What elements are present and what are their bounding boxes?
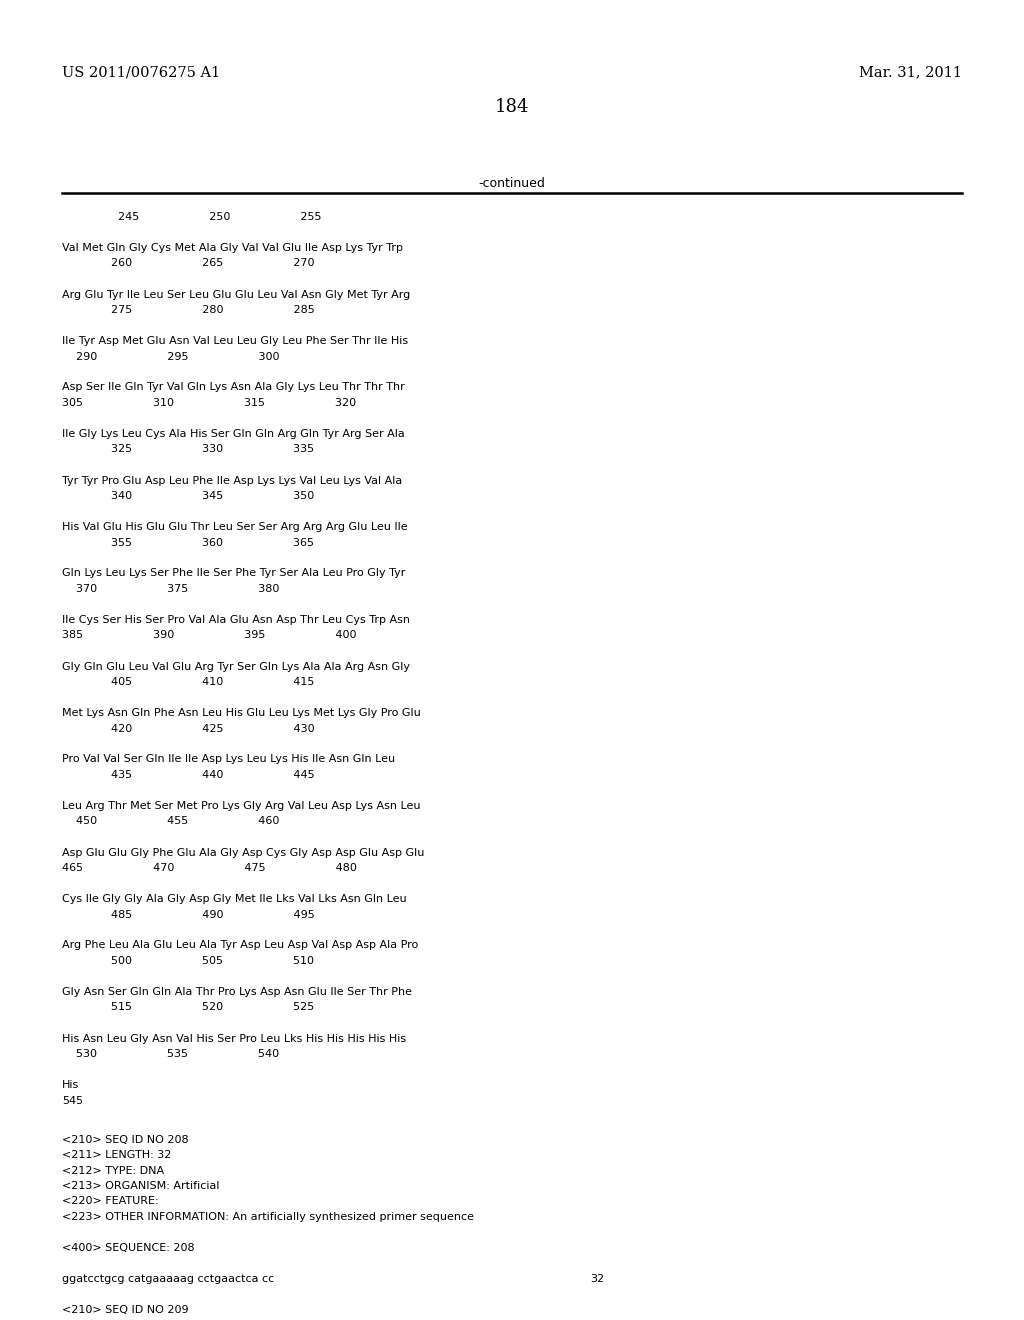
Text: Mar. 31, 2011: Mar. 31, 2011 bbox=[859, 65, 962, 79]
Text: His: His bbox=[62, 1080, 79, 1090]
Text: <220> FEATURE:: <220> FEATURE: bbox=[62, 1196, 159, 1206]
Text: Tyr Tyr Pro Glu Asp Leu Phe Ile Asp Lys Lys Val Leu Lys Val Ala: Tyr Tyr Pro Glu Asp Leu Phe Ile Asp Lys … bbox=[62, 475, 402, 486]
Text: 385                    390                    395                    400: 385 390 395 400 bbox=[62, 631, 356, 640]
Text: 420                    425                    430: 420 425 430 bbox=[62, 723, 314, 734]
Text: 245                    250                    255: 245 250 255 bbox=[62, 213, 322, 222]
Text: <223> OTHER INFORMATION: An artificially synthesized primer sequence: <223> OTHER INFORMATION: An artificially… bbox=[62, 1212, 474, 1222]
Text: 545: 545 bbox=[62, 1096, 83, 1106]
Text: 515                    520                    525: 515 520 525 bbox=[62, 1002, 314, 1012]
Text: <211> LENGTH: 32: <211> LENGTH: 32 bbox=[62, 1150, 171, 1160]
Text: Asp Glu Glu Gly Phe Glu Ala Gly Asp Cys Gly Asp Asp Glu Asp Glu: Asp Glu Glu Gly Phe Glu Ala Gly Asp Cys … bbox=[62, 847, 424, 858]
Text: ggatcctgcg catgaaaaag cctgaactca cc: ggatcctgcg catgaaaaag cctgaactca cc bbox=[62, 1274, 274, 1284]
Text: 32: 32 bbox=[590, 1274, 604, 1284]
Text: US 2011/0076275 A1: US 2011/0076275 A1 bbox=[62, 65, 220, 79]
Text: 325                    330                    335: 325 330 335 bbox=[62, 445, 314, 454]
Text: 435                    440                    445: 435 440 445 bbox=[62, 770, 314, 780]
Text: 370                    375                    380: 370 375 380 bbox=[62, 583, 280, 594]
Text: Gln Lys Leu Lys Ser Phe Ile Ser Phe Tyr Ser Ala Leu Pro Gly Tyr: Gln Lys Leu Lys Ser Phe Ile Ser Phe Tyr … bbox=[62, 569, 406, 578]
Text: His Asn Leu Gly Asn Val His Ser Pro Leu Lks His His His His His: His Asn Leu Gly Asn Val His Ser Pro Leu … bbox=[62, 1034, 407, 1044]
Text: 530                    535                    540: 530 535 540 bbox=[62, 1049, 280, 1059]
Text: Cys Ile Gly Gly Ala Gly Asp Gly Met Ile Lks Val Lks Asn Gln Leu: Cys Ile Gly Gly Ala Gly Asp Gly Met Ile … bbox=[62, 894, 407, 904]
Text: Val Met Gln Gly Cys Met Ala Gly Val Val Glu Ile Asp Lys Tyr Trp: Val Met Gln Gly Cys Met Ala Gly Val Val … bbox=[62, 243, 403, 253]
Text: <210> SEQ ID NO 209: <210> SEQ ID NO 209 bbox=[62, 1305, 188, 1315]
Text: 450                    455                    460: 450 455 460 bbox=[62, 817, 280, 826]
Text: Met Lys Asn Gln Phe Asn Leu His Glu Leu Lys Met Lys Gly Pro Glu: Met Lys Asn Gln Phe Asn Leu His Glu Leu … bbox=[62, 708, 421, 718]
Text: 260                    265                    270: 260 265 270 bbox=[62, 259, 314, 268]
Text: -continued: -continued bbox=[478, 177, 546, 190]
Text: Leu Arg Thr Met Ser Met Pro Lys Gly Arg Val Leu Asp Lys Asn Leu: Leu Arg Thr Met Ser Met Pro Lys Gly Arg … bbox=[62, 801, 421, 810]
Text: Pro Val Val Ser Gln Ile Ile Asp Lys Leu Lys His Ile Asn Gln Leu: Pro Val Val Ser Gln Ile Ile Asp Lys Leu … bbox=[62, 755, 395, 764]
Text: <400> SEQUENCE: 208: <400> SEQUENCE: 208 bbox=[62, 1243, 195, 1253]
Text: His Val Glu His Glu Glu Thr Leu Ser Ser Arg Arg Arg Glu Leu Ile: His Val Glu His Glu Glu Thr Leu Ser Ser … bbox=[62, 521, 408, 532]
Text: 290                    295                    300: 290 295 300 bbox=[62, 351, 280, 362]
Text: Ile Tyr Asp Met Glu Asn Val Leu Leu Gly Leu Phe Ser Thr Ile His: Ile Tyr Asp Met Glu Asn Val Leu Leu Gly … bbox=[62, 337, 409, 346]
Text: 500                    505                    510: 500 505 510 bbox=[62, 956, 314, 966]
Text: <213> ORGANISM: Artificial: <213> ORGANISM: Artificial bbox=[62, 1181, 219, 1191]
Text: Gly Asn Ser Gln Gln Ala Thr Pro Lys Asp Asn Glu Ile Ser Thr Phe: Gly Asn Ser Gln Gln Ala Thr Pro Lys Asp … bbox=[62, 987, 412, 997]
Text: 465                    470                    475                    480: 465 470 475 480 bbox=[62, 863, 357, 873]
Text: 184: 184 bbox=[495, 98, 529, 116]
Text: Arg Phe Leu Ala Glu Leu Ala Tyr Asp Leu Asp Val Asp Asp Ala Pro: Arg Phe Leu Ala Glu Leu Ala Tyr Asp Leu … bbox=[62, 940, 418, 950]
Text: <210> SEQ ID NO 208: <210> SEQ ID NO 208 bbox=[62, 1134, 188, 1144]
Text: Ile Cys Ser His Ser Pro Val Ala Glu Asn Asp Thr Leu Cys Trp Asn: Ile Cys Ser His Ser Pro Val Ala Glu Asn … bbox=[62, 615, 410, 624]
Text: Arg Glu Tyr Ile Leu Ser Leu Glu Glu Leu Val Asn Gly Met Tyr Arg: Arg Glu Tyr Ile Leu Ser Leu Glu Glu Leu … bbox=[62, 289, 411, 300]
Text: 305                    310                    315                    320: 305 310 315 320 bbox=[62, 399, 356, 408]
Text: 355                    360                    365: 355 360 365 bbox=[62, 537, 314, 548]
Text: 340                    345                    350: 340 345 350 bbox=[62, 491, 314, 502]
Text: 275                    280                    285: 275 280 285 bbox=[62, 305, 314, 315]
Text: Ile Gly Lys Leu Cys Ala His Ser Gln Gln Arg Gln Tyr Arg Ser Ala: Ile Gly Lys Leu Cys Ala His Ser Gln Gln … bbox=[62, 429, 404, 440]
Text: 485                    490                    495: 485 490 495 bbox=[62, 909, 314, 920]
Text: 405                    410                    415: 405 410 415 bbox=[62, 677, 314, 686]
Text: Asp Ser Ile Gln Tyr Val Gln Lys Asn Ala Gly Lys Leu Thr Thr Thr: Asp Ser Ile Gln Tyr Val Gln Lys Asn Ala … bbox=[62, 383, 404, 392]
Text: Gly Gln Glu Leu Val Glu Arg Tyr Ser Gln Lys Ala Ala Arg Asn Gly: Gly Gln Glu Leu Val Glu Arg Tyr Ser Gln … bbox=[62, 661, 410, 672]
Text: <212> TYPE: DNA: <212> TYPE: DNA bbox=[62, 1166, 164, 1176]
